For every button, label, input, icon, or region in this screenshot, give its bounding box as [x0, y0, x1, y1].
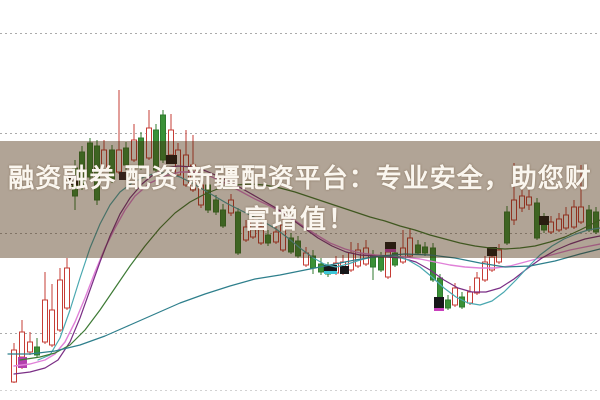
signal-markers [18, 155, 549, 368]
overlay-band [0, 141, 600, 258]
headline: 融资融券 配资 新疆配资平台：专业安全，助您财 富增值！ [0, 158, 600, 240]
moving-average-lines [7, 165, 600, 375]
headline-line-1: 融资融券 配资 新疆配资平台：专业安全，助您财 [8, 163, 592, 193]
headline-line-2: 富增值！ [243, 204, 356, 234]
gridlines [0, 33, 600, 391]
